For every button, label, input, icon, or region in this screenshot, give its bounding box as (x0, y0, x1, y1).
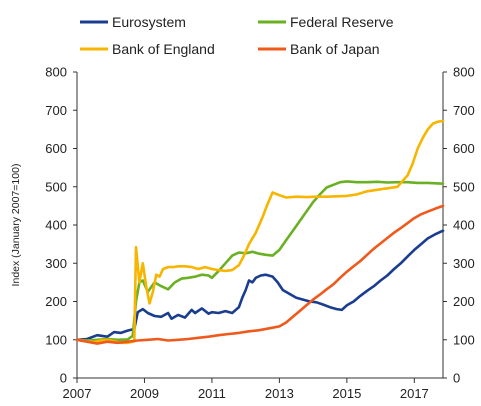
legend-item: Eurosystem (80, 14, 186, 30)
y-tick-label-right: 100 (453, 332, 475, 347)
legend-label: Bank of England (112, 41, 215, 57)
y-tick-label-left: 700 (45, 103, 67, 118)
legend: Eurosystem Federal Reserve Bank of England… (80, 14, 394, 57)
series-line-eurosystem (75, 229, 445, 342)
y-tick-label-left: 0 (60, 371, 67, 386)
series-line-federal-reserve (75, 180, 445, 342)
y-tick-label-right: 800 (453, 65, 475, 80)
legend-label: Eurosystem (112, 14, 186, 30)
x-tick-label: 2007 (63, 386, 92, 401)
legend-item: Bank of Japan (258, 41, 380, 57)
y-tick-label-right: 500 (453, 179, 475, 194)
x-tick-label: 2013 (265, 386, 294, 401)
y-tick-label-right: 200 (453, 294, 475, 309)
series-line-bank-of-japan (75, 204, 445, 345)
x-tick-label: 2011 (198, 386, 226, 401)
x-tick-label: 2015 (332, 386, 361, 401)
y-tick-label-right: 600 (453, 141, 475, 156)
y-tick-label-right: 0 (453, 371, 460, 386)
legend-label: Bank of Japan (290, 41, 380, 57)
y-tick-label-left: 400 (45, 218, 67, 233)
y-tick-label-left: 500 (45, 179, 67, 194)
y-axis-title: Index (January 2007=100) (10, 164, 22, 287)
y-tick-label-right: 700 (453, 103, 475, 118)
y-tick-label-right: 400 (453, 218, 475, 233)
x-tick-label: 2017 (400, 386, 429, 401)
y-tick-label-left: 800 (45, 65, 67, 80)
y-tick-label-right: 300 (453, 256, 475, 271)
axes: 0 0 100 100 200 200 300 300 400 400 500 500 600 600 70… (45, 65, 474, 402)
y-tick-label-left: 300 (45, 256, 67, 271)
legend-item: Federal Reserve (258, 14, 394, 30)
y-tick-label-left: 100 (45, 332, 67, 347)
legend-item: Bank of England (80, 41, 215, 57)
y-tick-label-left: 200 (45, 294, 67, 309)
y-tick-label-left: 600 (45, 141, 67, 156)
series-layer (75, 119, 445, 345)
y-axis-title-group: Index (January 2007=100) (10, 164, 22, 287)
series-line-bank-of-england (75, 119, 445, 345)
legend-label: Federal Reserve (290, 14, 394, 30)
x-tick-label: 2009 (130, 386, 159, 401)
